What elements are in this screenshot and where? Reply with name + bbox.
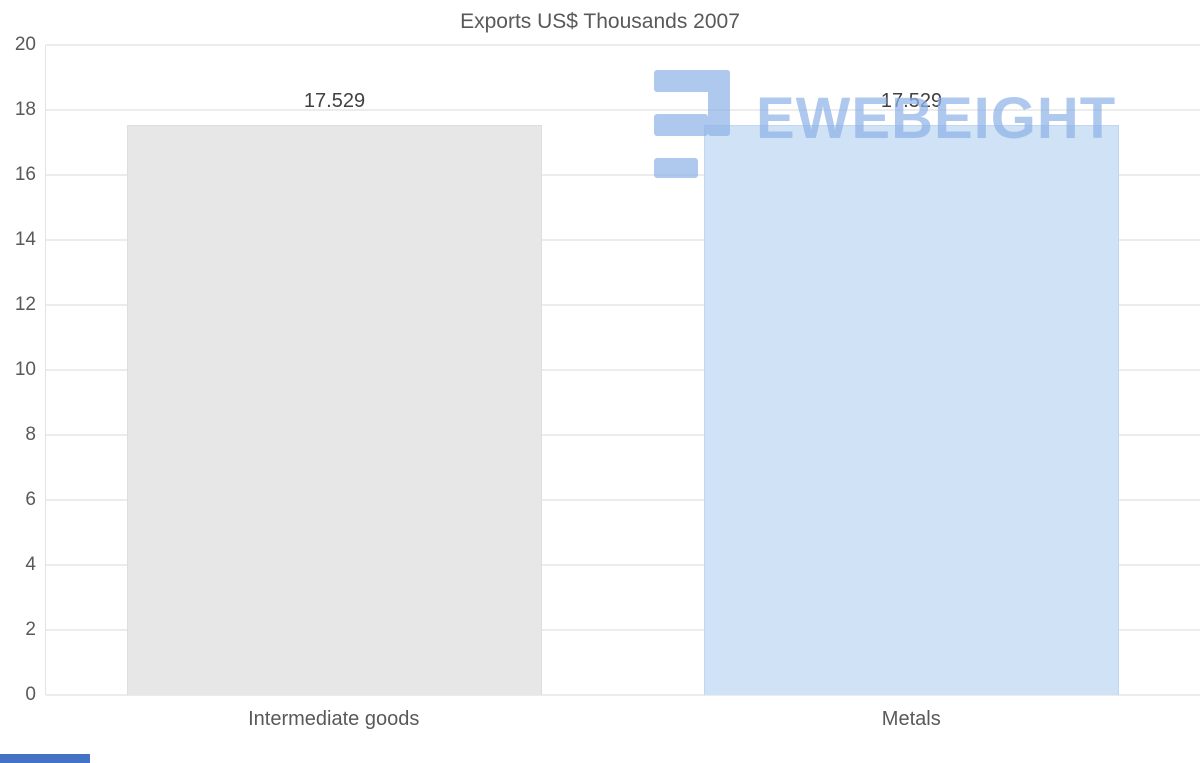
gridline [46, 304, 1200, 306]
bottom-accent-bar [0, 754, 90, 763]
x-axis: Intermediate goods Metals [45, 700, 1200, 740]
bar-slot: 17.529 [623, 45, 1200, 695]
gridline [46, 434, 1200, 436]
gridline [46, 369, 1200, 371]
gridline [46, 44, 1200, 46]
y-axis-tick-label: 10 [14, 359, 36, 380]
gridline [46, 694, 1200, 696]
gridline [46, 499, 1200, 501]
bars-row: 17.529 17.529 [46, 45, 1200, 695]
bar-intermediate-goods [126, 125, 543, 695]
chart-title: Exports US$ Thousands 2007 [460, 10, 740, 33]
gridline [46, 239, 1200, 241]
y-axis-tick-label: 2 [25, 619, 36, 640]
y-axis-tick-label: 6 [25, 489, 36, 510]
bar-slot: 17.529 [46, 45, 623, 695]
gridline [46, 109, 1200, 111]
bar-metals [703, 125, 1120, 695]
y-axis-tick-label: 16 [14, 164, 36, 185]
y-axis-tick-label: 0 [25, 684, 36, 705]
y-axis: 0 2 4 6 8 10 12 14 16 18 20 [0, 34, 38, 705]
y-axis-tick-label: 14 [14, 229, 36, 250]
plot-area: 17.529 17.529 [45, 44, 1200, 696]
gridline [46, 564, 1200, 566]
y-axis-tick-label: 20 [14, 34, 36, 55]
y-axis-tick-label: 12 [14, 294, 36, 315]
y-axis-tick-label: 8 [25, 424, 36, 445]
y-axis-tick-label: 18 [14, 99, 36, 120]
x-axis-category-label: Intermediate goods [248, 708, 420, 730]
gridline [46, 174, 1200, 176]
bar-value-label: 17.529 [303, 90, 366, 113]
gridline [46, 629, 1200, 631]
bar-value-label: 17.529 [880, 90, 943, 113]
y-axis-tick-label: 4 [25, 554, 36, 575]
x-axis-category-label: Metals [881, 708, 941, 730]
